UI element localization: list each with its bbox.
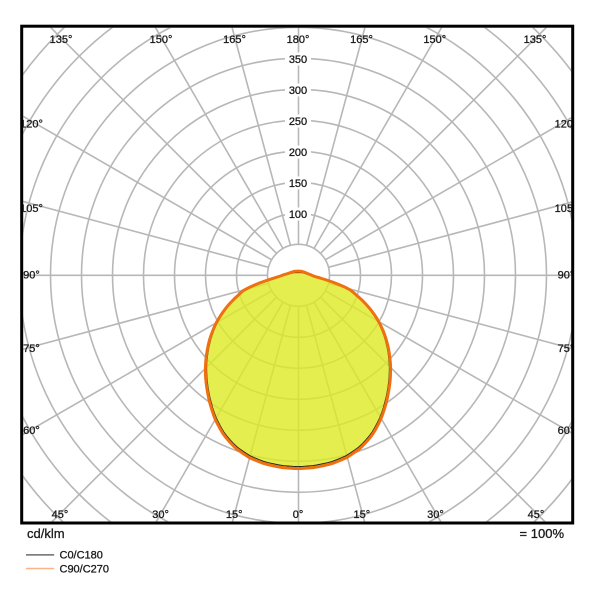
svg-text:75°: 75° bbox=[558, 343, 575, 355]
svg-text:30°: 30° bbox=[152, 509, 169, 521]
svg-text:150°: 150° bbox=[150, 34, 173, 46]
svg-text:105°: 105° bbox=[20, 203, 43, 215]
svg-text:30°: 30° bbox=[427, 509, 444, 521]
svg-text:105°: 105° bbox=[555, 203, 578, 215]
svg-text:15°: 15° bbox=[353, 509, 370, 521]
svg-text:350: 350 bbox=[289, 54, 307, 66]
svg-text:200: 200 bbox=[289, 147, 307, 159]
svg-text:45°: 45° bbox=[52, 509, 69, 521]
svg-text:135°: 135° bbox=[524, 34, 547, 46]
svg-text:120°: 120° bbox=[20, 119, 43, 131]
svg-text:150: 150 bbox=[289, 178, 307, 190]
svg-text:cd/klm: cd/klm bbox=[27, 526, 65, 541]
svg-text:75°: 75° bbox=[23, 343, 40, 355]
svg-text:C0/C180: C0/C180 bbox=[60, 550, 103, 562]
svg-text:120°: 120° bbox=[555, 119, 578, 131]
svg-text:150°: 150° bbox=[423, 34, 446, 46]
svg-text:90°: 90° bbox=[558, 270, 575, 282]
svg-text:45°: 45° bbox=[528, 509, 545, 521]
svg-text:0°: 0° bbox=[293, 509, 304, 521]
svg-text:60°: 60° bbox=[558, 425, 575, 437]
svg-text:250: 250 bbox=[289, 116, 307, 128]
svg-text:15°: 15° bbox=[226, 509, 243, 521]
svg-text:165°: 165° bbox=[350, 34, 373, 46]
svg-text:135°: 135° bbox=[50, 34, 73, 46]
svg-text:180°: 180° bbox=[287, 34, 310, 46]
svg-text:= 100%: = 100% bbox=[520, 526, 565, 541]
svg-text:60°: 60° bbox=[23, 425, 40, 437]
svg-text:300: 300 bbox=[289, 85, 307, 97]
svg-text:90°: 90° bbox=[23, 270, 40, 282]
svg-text:165°: 165° bbox=[223, 34, 246, 46]
svg-text:100: 100 bbox=[289, 209, 307, 221]
svg-text:C90/C270: C90/C270 bbox=[60, 564, 110, 576]
